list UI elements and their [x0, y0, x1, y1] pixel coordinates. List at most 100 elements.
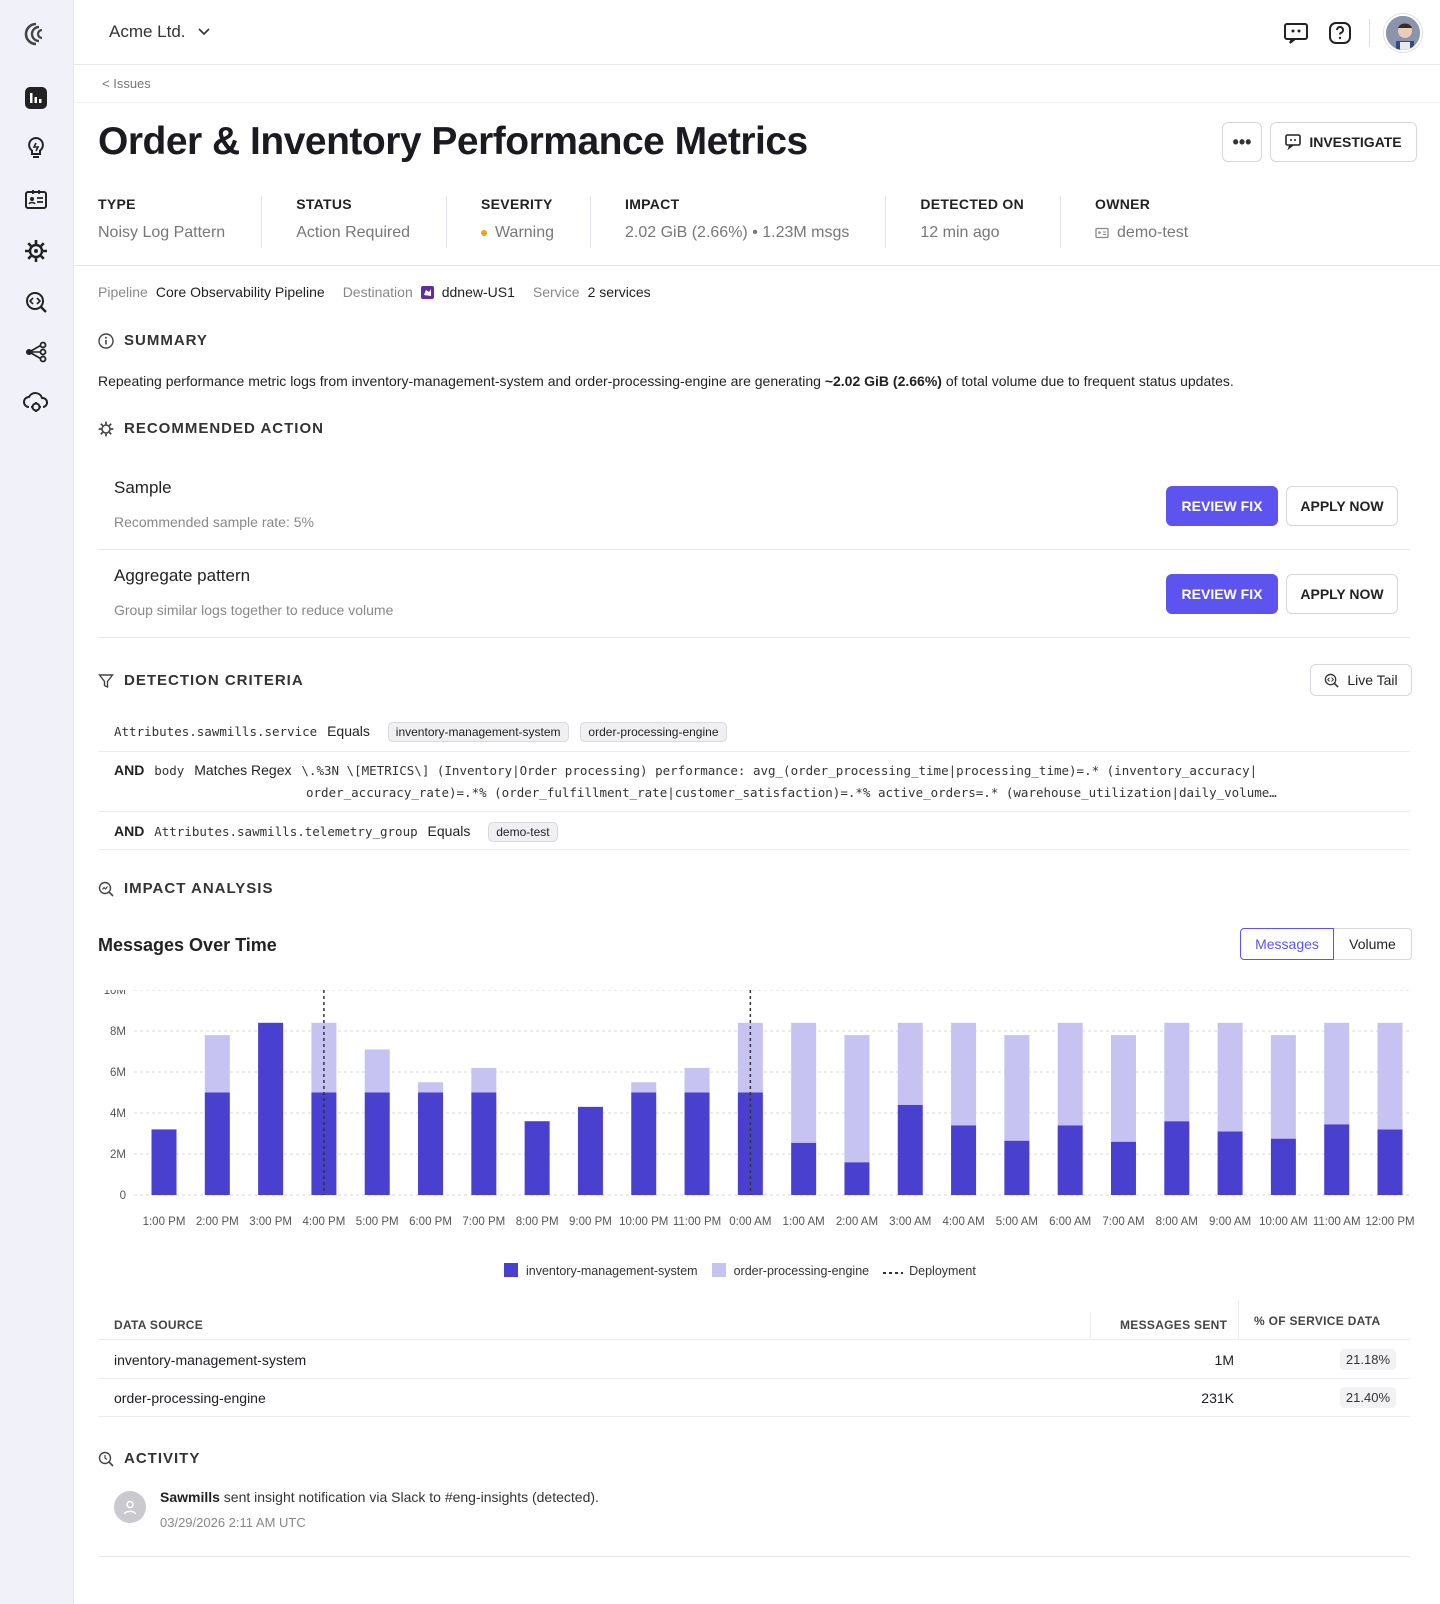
destination-value[interactable]: ddnew-US1 [441, 284, 515, 300]
pipeline-label: Pipeline [98, 284, 148, 300]
cell-pct: 21.40% [1339, 1387, 1396, 1408]
criteria-and: AND [114, 823, 145, 839]
legend-item-deployment[interactable]: Deployment [883, 1264, 976, 1278]
activity-text: Sawmills sent insight notification via S… [160, 1489, 599, 1505]
criteria-operator: Matches Regex [194, 762, 292, 778]
investigate-button[interactable]: INVESTIGATE [1270, 122, 1417, 162]
activity-time: 03/29/2026 2:11 AM UTC [160, 1515, 306, 1530]
th-divider [1238, 1300, 1239, 1340]
impact-heading: IMPACT ANALYSIS [98, 880, 273, 897]
tab-messages[interactable]: Messages [1240, 928, 1334, 960]
bar-order [844, 1035, 870, 1163]
more-button[interactable]: ••• [1222, 122, 1262, 162]
activity-actor: Sawmills [160, 1489, 220, 1505]
action-row-aggregate: Aggregate pattern Group similar logs tog… [98, 550, 1410, 638]
bar-order [1217, 1022, 1243, 1132]
th-divider [1090, 1312, 1091, 1338]
apply-now-button[interactable]: APPLY NOW [1286, 574, 1398, 614]
meta-impact-value: 2.02 GiB (2.66%) • 1.23M msgs [625, 224, 850, 241]
activity-heading: ACTIVITY [98, 1450, 200, 1467]
activity-clock-icon [98, 1451, 114, 1467]
tab-volume[interactable]: Volume [1334, 928, 1412, 960]
service-value[interactable]: 2 services [587, 284, 651, 300]
bar-order [1004, 1035, 1030, 1141]
y-tick-label: 8M [110, 1026, 126, 1038]
meta-impact-label: IMPACT [625, 196, 680, 212]
x-tick-label: 4:00 AM [942, 1216, 984, 1228]
id-card-icon[interactable] [22, 186, 50, 214]
meta-severity-value: Warning [495, 224, 555, 241]
x-tick-label: 5:00 AM [996, 1216, 1038, 1228]
bar-order [418, 1082, 444, 1093]
action-title: Aggregate pattern [114, 566, 251, 585]
insights-bulb-icon[interactable] [22, 134, 50, 162]
messages-chart-svg: 0 2M 4M 6M 8M 10M 1:00 PM 2:00 PM 3:00 PM 4:00 PM… [104, 985, 1415, 1228]
user-avatar[interactable] [1384, 14, 1422, 52]
x-tick-label: 0:00 AM [729, 1216, 771, 1228]
legend-item-inventory[interactable]: inventory-management-system [504, 1263, 698, 1278]
x-tick-label: 3:00 AM [889, 1216, 931, 1228]
help-icon[interactable] [1325, 18, 1355, 48]
settings-gear-icon[interactable] [22, 237, 50, 265]
bar-order [1270, 1035, 1296, 1139]
issue-meta: TYPE Noisy Log Pattern STATUS Action Req… [98, 196, 1258, 248]
breadcrumb[interactable]: < Issues [102, 76, 151, 91]
chat-bot-icon[interactable] [1281, 18, 1311, 48]
meta-type-label: TYPE [98, 196, 136, 212]
investigate-label: INVESTIGATE [1309, 134, 1402, 150]
bar-inventory [1217, 1131, 1243, 1195]
criteria-and: AND [114, 762, 145, 778]
bar-order [684, 1067, 710, 1093]
th-data-source: DATA SOURCE [114, 1318, 204, 1332]
summary-text-bold: ~2.02 GiB (2.66%) [824, 373, 942, 389]
x-tick-label: 9:00 PM [569, 1216, 612, 1228]
bar-inventory [1324, 1124, 1350, 1195]
legend-item-order[interactable]: order-processing-engine [711, 1263, 869, 1278]
y-tick-label: 6M [110, 1067, 126, 1079]
bar-order [951, 1022, 977, 1126]
activity-message: sent insight notification via Slack to #… [219, 1489, 599, 1505]
criteria-operator: Equals [327, 723, 370, 739]
org-name: Acme Ltd. [109, 22, 186, 41]
x-tick-label: 7:00 AM [1102, 1216, 1144, 1228]
impact-heading-label: IMPACT ANALYSIS [124, 880, 274, 897]
bar-inventory [577, 1106, 603, 1195]
table-row[interactable]: inventory-management-system 1M 21.18% [98, 1341, 1410, 1379]
recommended-gear-icon [98, 421, 114, 436]
pipeline-value[interactable]: Core Observability Pipeline [155, 284, 325, 300]
org-switcher[interactable]: Acme Ltd. [109, 22, 210, 42]
x-tick-label: 10:00 PM [619, 1216, 668, 1228]
bar-order [897, 1022, 923, 1105]
apply-now-button[interactable]: APPLY NOW [1286, 486, 1398, 526]
x-tick-label: 5:00 PM [356, 1216, 399, 1228]
investigate-chat-icon [1285, 134, 1302, 150]
meta-type-value: Noisy Log Pattern [98, 224, 226, 241]
summary-text: Repeating performance metric logs from i… [98, 373, 1234, 389]
page-title: Order & Inventory Performance Metrics [98, 120, 808, 163]
top-bar: Acme Ltd. [74, 0, 1440, 65]
search-code-icon[interactable] [22, 288, 50, 316]
bar-order [1057, 1022, 1083, 1126]
cell-pct: 21.18% [1339, 1349, 1396, 1370]
meta-detected-label: DETECTED ON [920, 196, 1025, 212]
meta-owner-value: demo-test [1117, 224, 1189, 241]
bar-order [204, 1035, 230, 1093]
cloud-settings-icon[interactable] [22, 388, 50, 416]
bar-inventory [844, 1162, 870, 1195]
logo-icon[interactable] [22, 20, 50, 48]
meta-owner-label: OWNER [1095, 196, 1151, 212]
meta-severity-label: SEVERITY [481, 196, 553, 212]
x-tick-label: 2:00 PM [196, 1216, 239, 1228]
dashboard-icon[interactable] [22, 84, 50, 112]
review-fix-button[interactable]: REVIEW FIX [1166, 574, 1278, 614]
bar-inventory [418, 1092, 444, 1195]
review-fix-button[interactable]: REVIEW FIX [1166, 486, 1278, 526]
x-tick-label: 8:00 PM [516, 1216, 559, 1228]
table-row[interactable]: order-processing-engine 231K 21.40% [98, 1379, 1410, 1417]
criteria-row: Attributes.sawmills.service Equals inven… [98, 712, 1410, 752]
live-tail-button[interactable]: Live Tail [1310, 664, 1412, 696]
chart-legend: inventory-management-system order-proces… [504, 1263, 976, 1278]
recommended-heading: RECOMMENDED ACTION [98, 420, 324, 437]
pipeline-graph-icon[interactable] [22, 338, 50, 366]
bar-order [1324, 1022, 1350, 1125]
